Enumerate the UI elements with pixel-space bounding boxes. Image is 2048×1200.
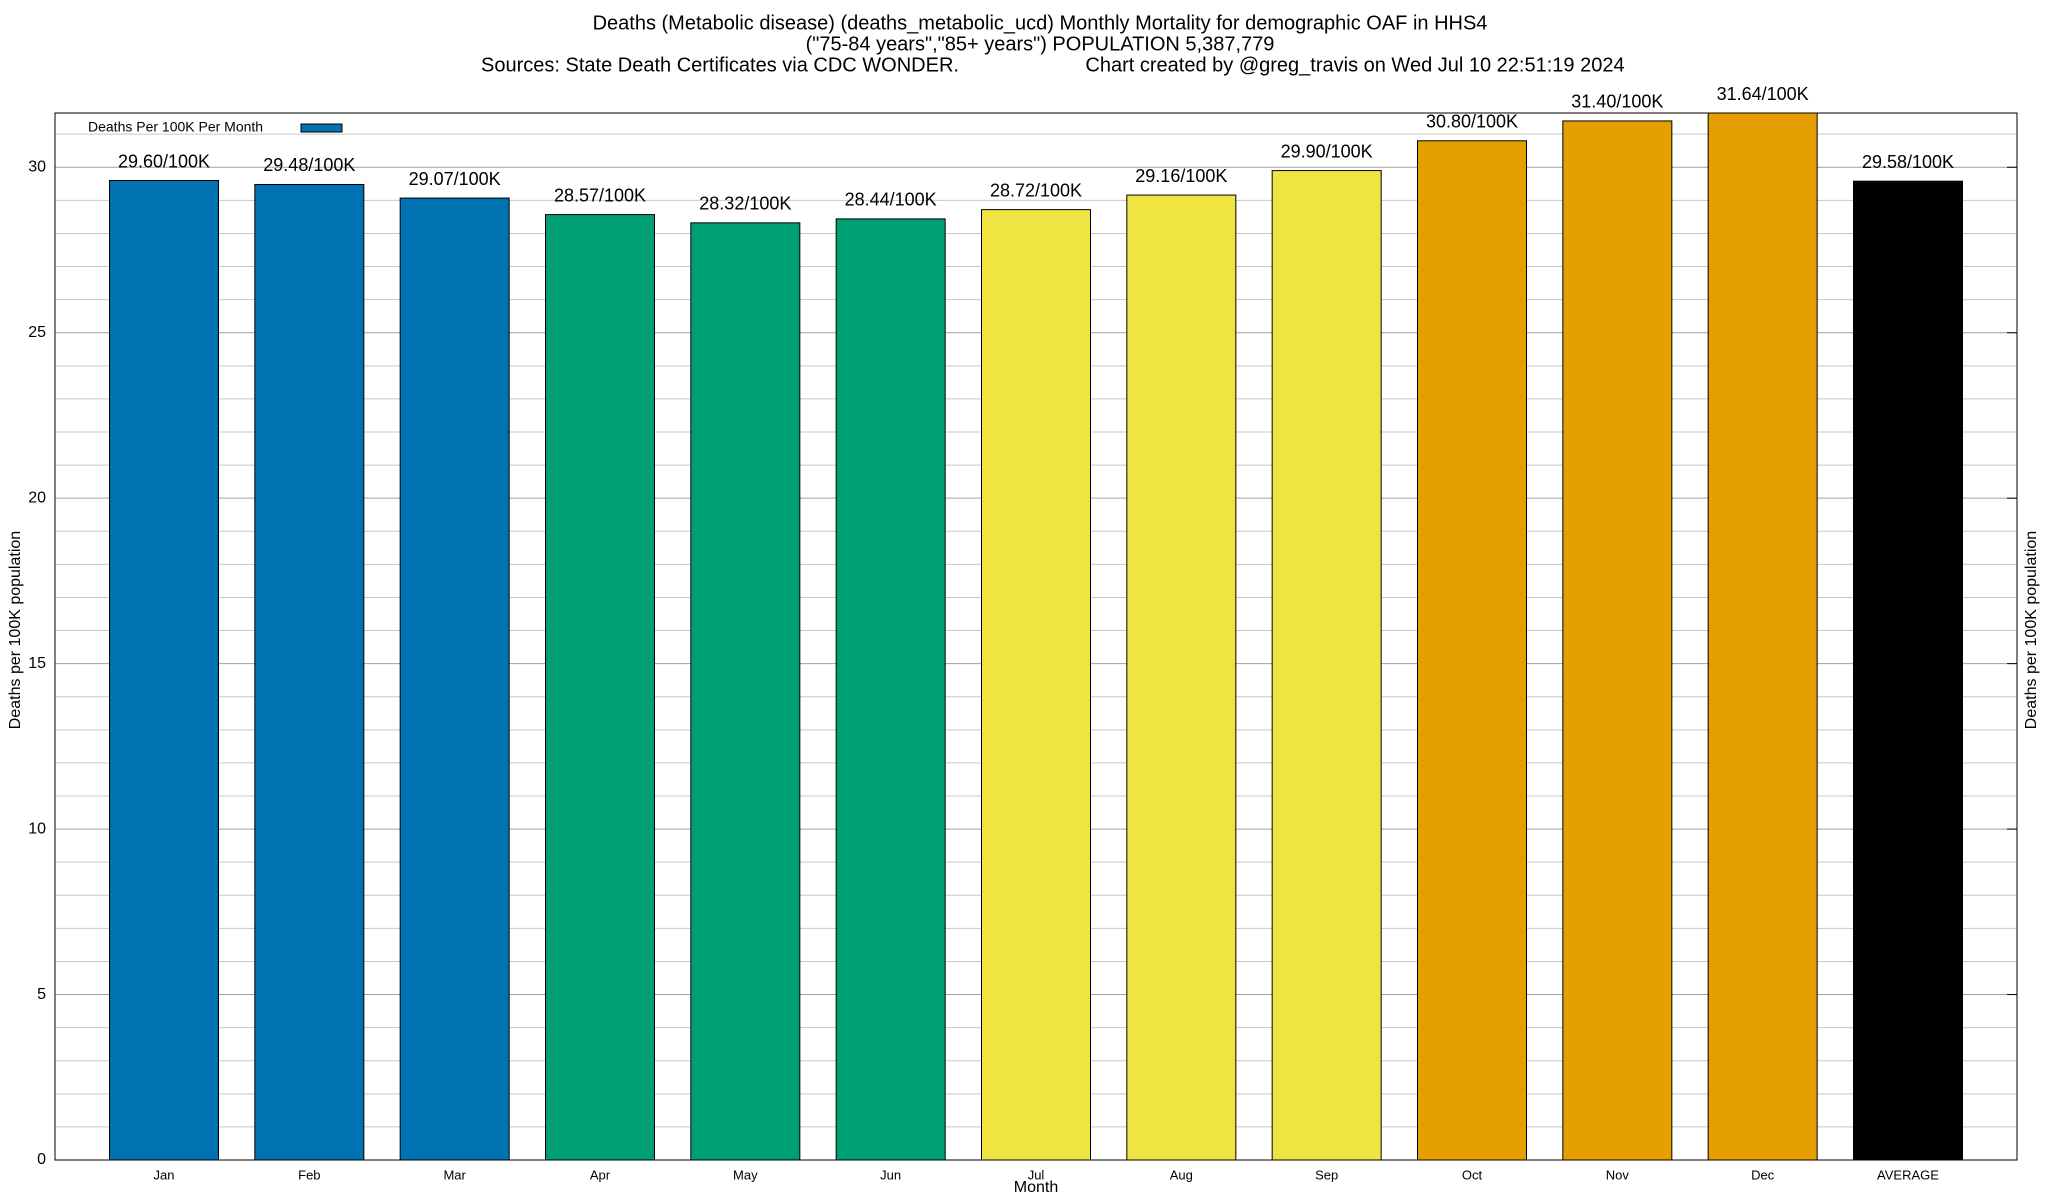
value-label: 28.57/100K <box>554 185 646 205</box>
value-label: 29.90/100K <box>1281 141 1373 161</box>
y-tick-label: 30 <box>28 158 46 175</box>
bar <box>1126 194 1237 1161</box>
x-tick-label: Apr <box>590 1167 611 1182</box>
y-tick-label: 20 <box>28 489 46 506</box>
y2-axis-label: Deaths per 100K population <box>2023 531 2040 729</box>
x-axis-label: Month <box>1014 1179 1058 1196</box>
chart-title: Deaths (Metabolic disease) (deaths_metab… <box>593 12 1488 34</box>
x-tick-label: Oct <box>1462 1167 1483 1182</box>
bar <box>690 222 801 1161</box>
y-tick-label: 5 <box>37 986 46 1003</box>
value-label: 30.80/100K <box>1426 112 1518 132</box>
value-label: 28.72/100K <box>990 180 1082 200</box>
x-tick-label: Jul <box>1028 1167 1045 1182</box>
plot-frame <box>54 112 2018 1161</box>
x-tick-label: Aug <box>1170 1167 1193 1182</box>
bar <box>1417 140 1527 1161</box>
x-tick-label: Jun <box>880 1167 901 1182</box>
x-tick-label: Sep <box>1315 1167 1338 1182</box>
x-tick-label: Nov <box>1606 1167 1630 1182</box>
value-label: 31.64/100K <box>1717 84 1809 104</box>
bar <box>1271 170 1382 1161</box>
bar <box>254 183 365 1161</box>
x-tick-label: Feb <box>298 1167 320 1182</box>
bar <box>981 209 1091 1161</box>
chart-credit: Chart created by @greg_travis on Wed Jul… <box>1085 54 1624 76</box>
x-tick-label: Dec <box>1751 1167 1775 1182</box>
y-tick-label: 0 <box>37 1151 46 1168</box>
value-label: 28.32/100K <box>699 194 791 214</box>
x-tick-label: Mar <box>443 1167 466 1182</box>
value-label: 29.07/100K <box>409 169 501 189</box>
y-axis-label: Deaths per 100K population <box>7 531 24 729</box>
bar <box>399 197 510 1161</box>
chart-source: Sources: State Death Certificates via CD… <box>481 54 959 76</box>
bar <box>1562 120 1673 1161</box>
value-label: 29.48/100K <box>263 155 355 175</box>
value-label: 29.60/100K <box>118 151 210 171</box>
bar <box>1707 112 1818 1161</box>
chart-subtitle: ("75-84 years","85+ years") POPULATION 5… <box>806 33 1275 55</box>
legend-swatch <box>300 123 343 133</box>
bar <box>835 218 946 1161</box>
value-label: 29.58/100K <box>1862 152 1954 172</box>
bar <box>109 180 219 1161</box>
value-label: 28.44/100K <box>845 190 937 210</box>
legend-label: Deaths Per 100K Per Month <box>88 119 263 135</box>
y-tick-label: 15 <box>28 655 46 672</box>
y-tick-label: 25 <box>28 324 46 341</box>
value-label: 29.16/100K <box>1135 166 1227 186</box>
y-tick-label: 10 <box>28 820 46 837</box>
bar <box>545 214 655 1161</box>
value-label: 31.40/100K <box>1571 92 1663 112</box>
x-tick-label: AVERAGE <box>1877 1167 1939 1182</box>
bar <box>1853 180 1963 1161</box>
x-tick-label: May <box>733 1167 758 1182</box>
x-tick-label: Jan <box>154 1167 175 1182</box>
